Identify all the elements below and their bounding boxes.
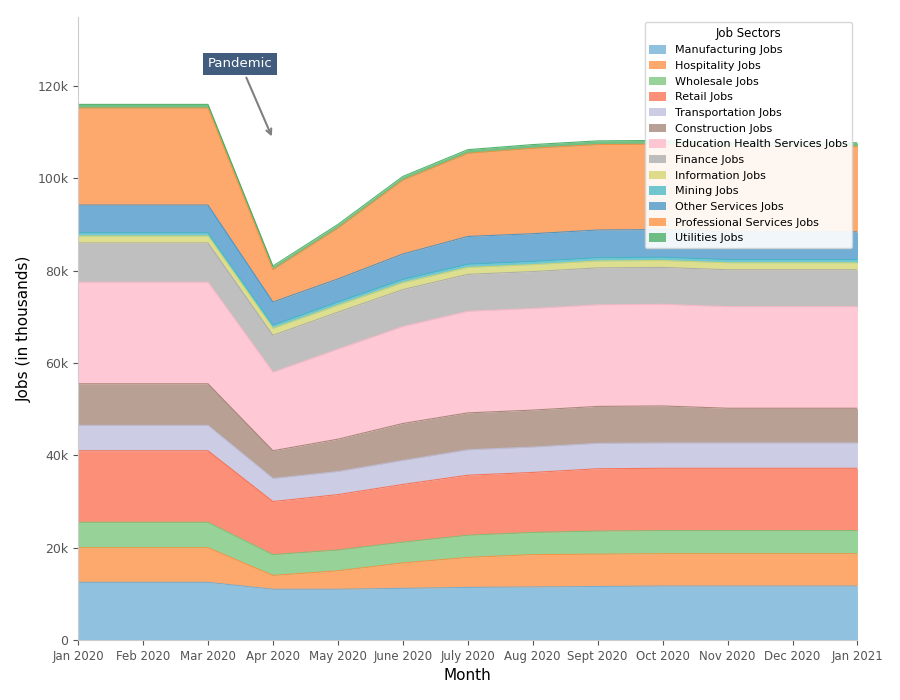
Text: Pandemic: Pandemic <box>208 57 273 134</box>
X-axis label: Month: Month <box>444 668 491 683</box>
Y-axis label: Jobs (in thousands): Jobs (in thousands) <box>17 256 32 402</box>
Legend: Manufacturing Jobs, Hospitality Jobs, Wholesale Jobs, Retail Jobs, Transportatio: Manufacturing Jobs, Hospitality Jobs, Wh… <box>644 22 852 248</box>
